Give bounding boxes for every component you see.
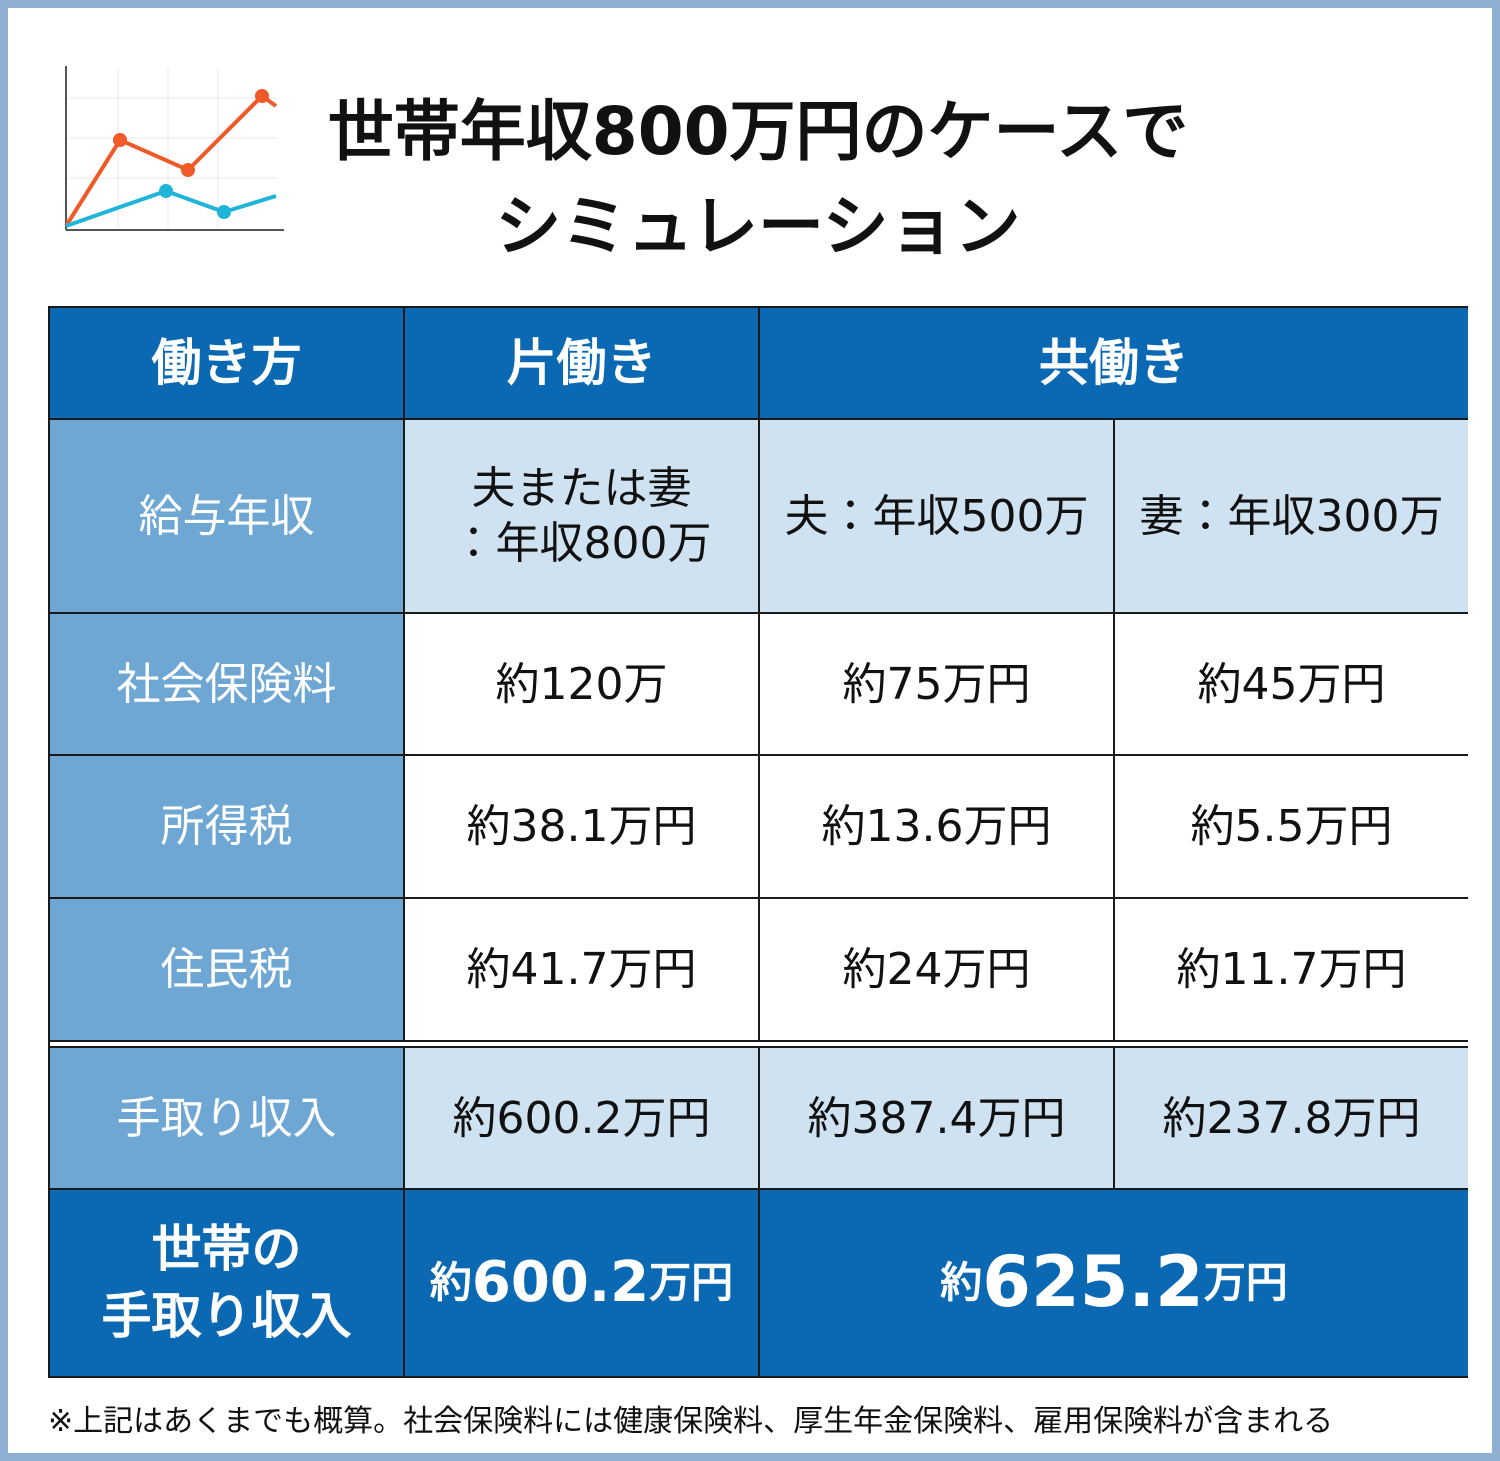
header-cell: 働き方	[50, 308, 403, 418]
total-value: 約 625.2 万円	[760, 1190, 1468, 1376]
total-number: 600.2	[471, 1250, 650, 1315]
cell: 約38.1万円	[405, 756, 758, 897]
total-value: 約 600.2 万円	[405, 1190, 758, 1376]
cell: 約13.6万円	[760, 756, 1113, 897]
row-label: 所得税	[50, 756, 403, 897]
chart-icon	[64, 66, 284, 231]
total-unit: 万円	[1203, 1257, 1288, 1307]
cell: 約75万円	[760, 614, 1113, 754]
cell: 約387.4万円	[760, 1048, 1113, 1188]
cell: 約237.8万円	[1115, 1048, 1468, 1188]
row-label: 手取り収入	[50, 1048, 403, 1188]
total-prefix: 約	[429, 1257, 472, 1307]
cell: 妻：年収300万	[1115, 420, 1468, 612]
cell: 約5.5万円	[1115, 756, 1468, 897]
cell: 約41.7万円	[405, 899, 758, 1040]
row-label: 給与年収	[50, 420, 403, 612]
header-cell: 共働き	[760, 308, 1468, 418]
row-label: 住民税	[50, 899, 403, 1040]
cell: 約24万円	[760, 899, 1113, 1040]
row-label: 社会保険料	[50, 614, 403, 754]
total-label: 世帯の 手取り収入	[50, 1190, 403, 1376]
cell: 約11.7万円	[1115, 899, 1468, 1040]
table: 働き方 片働き 共働き給与年収 夫または妻 ：年収800万 夫：年収500万 妻：年収30…	[48, 306, 1468, 1378]
cell: 約120万	[405, 614, 758, 754]
title: シミュレーション	[495, 188, 1021, 265]
total-number: 625.2	[982, 1241, 1204, 1324]
cell: 約600.2万円	[405, 1048, 758, 1188]
cell: 約45万円	[1115, 614, 1468, 754]
cell: 夫：年収500万	[760, 420, 1113, 612]
cell: 夫または妻 ：年収800万	[405, 420, 758, 612]
title: 世帯年収800万円のケースで	[327, 93, 1189, 170]
header-cell: 片働き	[405, 308, 758, 418]
total-unit: 万円	[649, 1257, 734, 1307]
separator	[50, 1042, 1468, 1046]
total-prefix: 約	[940, 1257, 983, 1307]
footnote: ※上記はあくまでも概算。社会保険料には健康保険料、厚生年金保険料、雇用保険料が含…	[48, 1404, 1334, 1439]
